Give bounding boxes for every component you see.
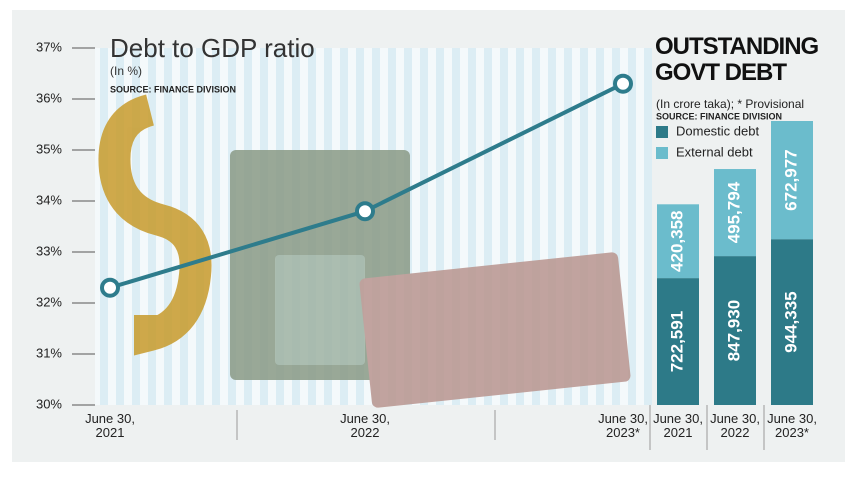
bar-segment: [771, 239, 813, 405]
bar-segment: [714, 169, 756, 257]
stripe: [100, 48, 108, 405]
bar-segment: [657, 278, 699, 405]
point: [613, 73, 633, 94]
stripe: [212, 48, 220, 405]
stripe: [484, 48, 492, 405]
y-tick-label: 35%: [36, 141, 62, 156]
legend-swatch: [656, 126, 668, 138]
y-tick-label: 36%: [36, 90, 62, 105]
value-label: 722,591: [667, 311, 686, 372]
value-label: 944,335: [781, 291, 800, 352]
stripe: [500, 48, 508, 405]
stripe: [612, 48, 620, 405]
y-tick-label: 30%: [36, 396, 62, 411]
y-tick-label: 32%: [36, 294, 62, 309]
value-label: 420,358: [667, 210, 686, 271]
point: [100, 277, 120, 298]
stripe: [580, 48, 588, 405]
line-title: Debt to GDP ratio: [110, 33, 315, 63]
stripe: [628, 48, 636, 405]
line-subtitle: (In %): [110, 64, 142, 78]
stripe: [196, 48, 204, 405]
y-tick-label: 34%: [36, 192, 62, 207]
stripe: [644, 48, 652, 405]
legend-label: Domestic debt: [676, 123, 759, 138]
x-tick-label: June 30, 2021: [653, 411, 703, 440]
legend-swatch: [656, 147, 668, 159]
value-label: 672,977: [781, 149, 800, 210]
x-tick-label: June 30, 2023*: [767, 411, 817, 440]
stripe: [420, 48, 428, 405]
x-tick-label: June 30, 2023*: [598, 411, 648, 440]
bar-segment: [714, 256, 756, 405]
y-tick-label: 33%: [36, 243, 62, 258]
stripe: [116, 48, 124, 405]
x-tick-label: June 30, 2021: [85, 411, 135, 440]
stripe: [564, 48, 572, 405]
value-label: 495,794: [724, 181, 743, 243]
point: [355, 201, 375, 222]
money-illustration: [98, 94, 631, 408]
stripe: [436, 48, 444, 405]
stripe: [532, 48, 540, 405]
stripe: [452, 48, 460, 405]
stripe: [468, 48, 476, 405]
bar-segment: [771, 121, 813, 240]
line-source: SOURCE: FINANCE DIVISION: [110, 84, 236, 94]
value-label: 847,930: [724, 300, 743, 361]
y-tick-label: 31%: [36, 345, 62, 360]
x-tick-label: June 30, 2022: [710, 411, 760, 440]
legend-label: External debt: [676, 144, 753, 159]
bar-subtitle: (In crore taka); * Provisional: [656, 97, 804, 111]
x-tick-label: June 30, 2022: [340, 411, 390, 440]
bar-segment: [657, 204, 699, 279]
stripe: [516, 48, 524, 405]
y-tick-label: 37%: [36, 39, 62, 54]
stripe: [596, 48, 604, 405]
bar-source: SOURCE: FINANCE DIVISION: [656, 111, 782, 121]
stripe: [548, 48, 556, 405]
bar-title: OUTSTANDING GOVT DEBT: [655, 33, 819, 86]
